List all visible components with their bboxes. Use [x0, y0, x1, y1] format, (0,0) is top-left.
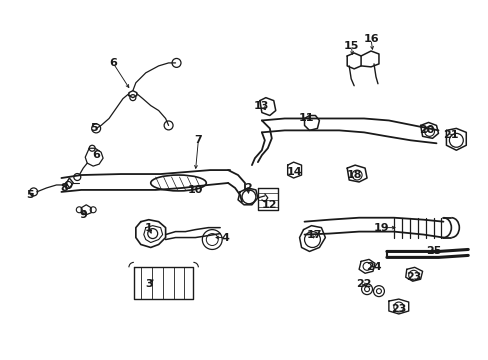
Text: 21: 21: [442, 130, 457, 140]
Text: 16: 16: [363, 34, 378, 44]
Text: 5: 5: [90, 123, 98, 134]
Text: 15: 15: [343, 41, 358, 51]
Text: 9: 9: [79, 210, 87, 220]
Text: 20: 20: [418, 125, 433, 135]
Text: 17: 17: [306, 230, 322, 239]
Text: 22: 22: [356, 279, 371, 289]
Text: 23: 23: [405, 272, 421, 282]
Text: 13: 13: [254, 100, 269, 111]
Text: 12: 12: [262, 200, 277, 210]
Text: 11: 11: [298, 113, 314, 123]
Text: 8: 8: [61, 183, 68, 193]
Text: 6: 6: [92, 150, 100, 160]
Text: 14: 14: [286, 167, 302, 177]
Text: 4: 4: [221, 233, 228, 243]
Text: 3: 3: [144, 279, 152, 289]
Text: 1: 1: [144, 222, 152, 233]
Text: 6: 6: [109, 58, 117, 68]
Text: 24: 24: [366, 262, 381, 272]
Text: 18: 18: [346, 170, 361, 180]
Text: 23: 23: [390, 304, 406, 314]
Text: 19: 19: [373, 222, 389, 233]
Text: 7: 7: [194, 135, 202, 145]
Text: 5: 5: [26, 190, 33, 200]
Text: 10: 10: [187, 185, 203, 195]
Text: 2: 2: [244, 183, 251, 193]
Text: 25: 25: [425, 247, 440, 256]
